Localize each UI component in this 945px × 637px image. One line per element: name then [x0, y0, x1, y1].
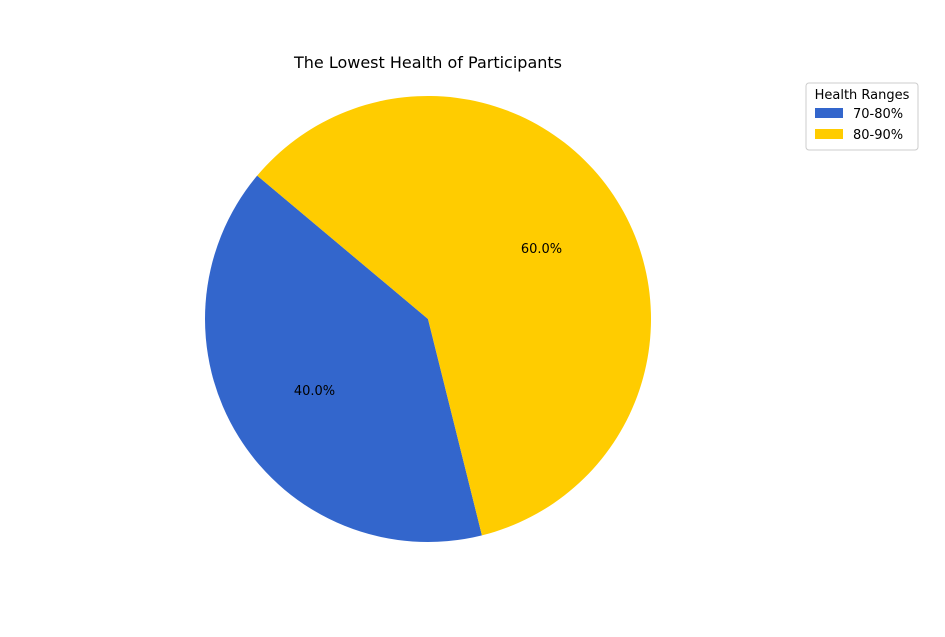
- legend-label-70-80: 70-80%: [853, 107, 903, 122]
- pie-slice-80-90: [257, 96, 651, 536]
- pie-slice-labels: 40.0% 60.0%: [294, 242, 562, 399]
- pie-slices: [204, 96, 651, 543]
- slice-percentage-label: 60.0%: [521, 242, 562, 257]
- legend-title: Health Ranges: [815, 88, 910, 103]
- pie-slice-70-80: [204, 175, 482, 543]
- legend-label-80-90: 80-90%: [853, 128, 903, 143]
- chart-title: The Lowest Health of Participants: [293, 53, 562, 72]
- legend-swatch-80-90: [815, 129, 843, 139]
- legend: Health Ranges 70-80% 80-90%: [805, 82, 919, 151]
- slice-percentage-label: 40.0%: [294, 384, 335, 399]
- legend-swatch-70-80: [815, 108, 843, 118]
